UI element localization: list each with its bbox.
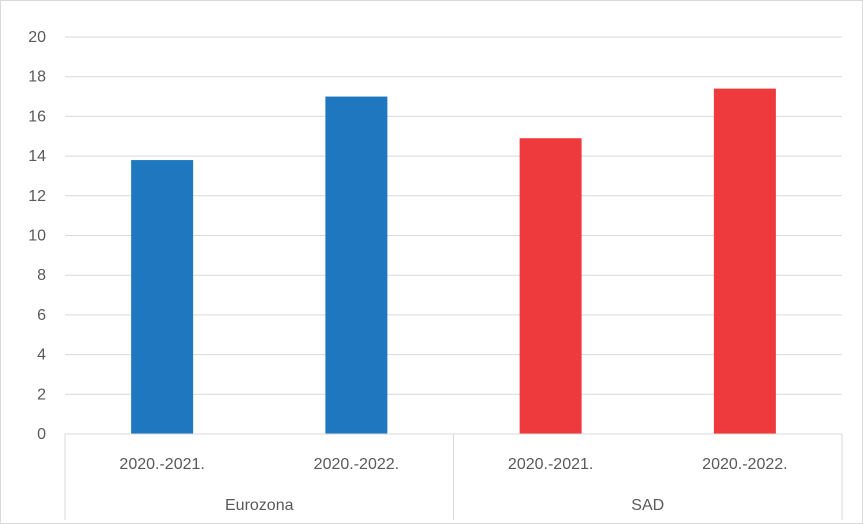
y-tick-label: 14	[28, 148, 46, 165]
bars	[131, 88, 776, 435]
y-tick-label: 16	[28, 108, 46, 125]
y-tick-label: 8	[37, 267, 46, 284]
y-tick-label: 6	[37, 307, 46, 324]
gridlines	[65, 36, 842, 395]
bar	[713, 88, 776, 435]
bar	[519, 138, 582, 435]
x-category-label: 2020.-2022.	[702, 456, 787, 473]
x-group-label: Eurozona	[225, 497, 294, 514]
y-tick-label: 12	[28, 188, 46, 205]
y-tick-label: 4	[37, 347, 46, 364]
y-tick-label: 20	[28, 29, 46, 46]
x-group-label: SAD	[631, 497, 664, 514]
y-tick-label: 18	[28, 69, 46, 86]
category-axis: 2020.-2021. 2020.-2022. Eurozona 2020.-2021…	[64, 433, 843, 520]
x-category-label: 2020.-2021.	[508, 456, 593, 473]
bar	[325, 96, 388, 435]
x-category-label: 2020.-2021.	[119, 456, 204, 473]
y-tick-label: 2	[37, 386, 46, 403]
bar	[131, 160, 194, 434]
y-tick-label: 10	[28, 228, 46, 245]
y-tick-label: 0	[37, 426, 46, 443]
x-category-label: 2020.-2022.	[314, 456, 399, 473]
y-axis-ticks: 0 2 4 6 8 10 12 14 16 18 20	[28, 29, 46, 443]
